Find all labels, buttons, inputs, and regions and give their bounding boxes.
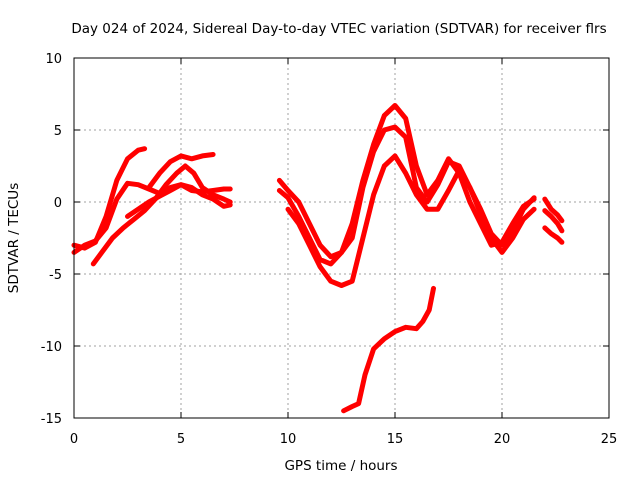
y-tick-label: 0 xyxy=(54,196,62,211)
data-series-arc-k xyxy=(542,208,565,234)
x-tick-label: 0 xyxy=(70,432,78,447)
axis-ticks: 0 5 10 15 20 25 -15 -10 -5 0 5 10 xyxy=(41,52,618,447)
grid-lines xyxy=(74,58,609,418)
chart-title: Day 024 of 2024, Sidereal Day-to-day VTE… xyxy=(71,21,606,37)
x-axis-label: GPS time / hours xyxy=(284,458,397,474)
x-tick-label: 20 xyxy=(494,432,511,447)
data-series xyxy=(71,103,565,414)
data-series-arc-j xyxy=(542,196,565,224)
data-series-arc-i xyxy=(341,285,436,414)
x-tick-label: 25 xyxy=(601,432,618,447)
y-axis-label: SDTVAR / TECUs xyxy=(6,183,22,293)
data-series-arc-g xyxy=(276,103,537,267)
data-series-arc-f xyxy=(276,124,537,260)
data-series-arc-l xyxy=(542,225,565,245)
y-tick-label: -15 xyxy=(41,412,62,427)
x-tick-label: 10 xyxy=(280,432,297,447)
data-series-arc-b xyxy=(71,180,233,255)
y-tick-label: 10 xyxy=(45,52,62,67)
x-tick-label: 5 xyxy=(177,432,185,447)
y-tick-label: -10 xyxy=(41,340,62,355)
data-series-arc-h xyxy=(285,153,537,288)
data-series-arc-c xyxy=(90,163,233,267)
y-tick-label: -5 xyxy=(49,268,62,283)
plot-frame xyxy=(73,57,610,419)
data-series-arc-a xyxy=(71,146,148,251)
data-series-arc-d xyxy=(125,182,233,219)
x-tick-label: 15 xyxy=(387,432,404,447)
y-tick-label: 5 xyxy=(54,124,62,139)
data-series-arc-e xyxy=(146,152,216,191)
